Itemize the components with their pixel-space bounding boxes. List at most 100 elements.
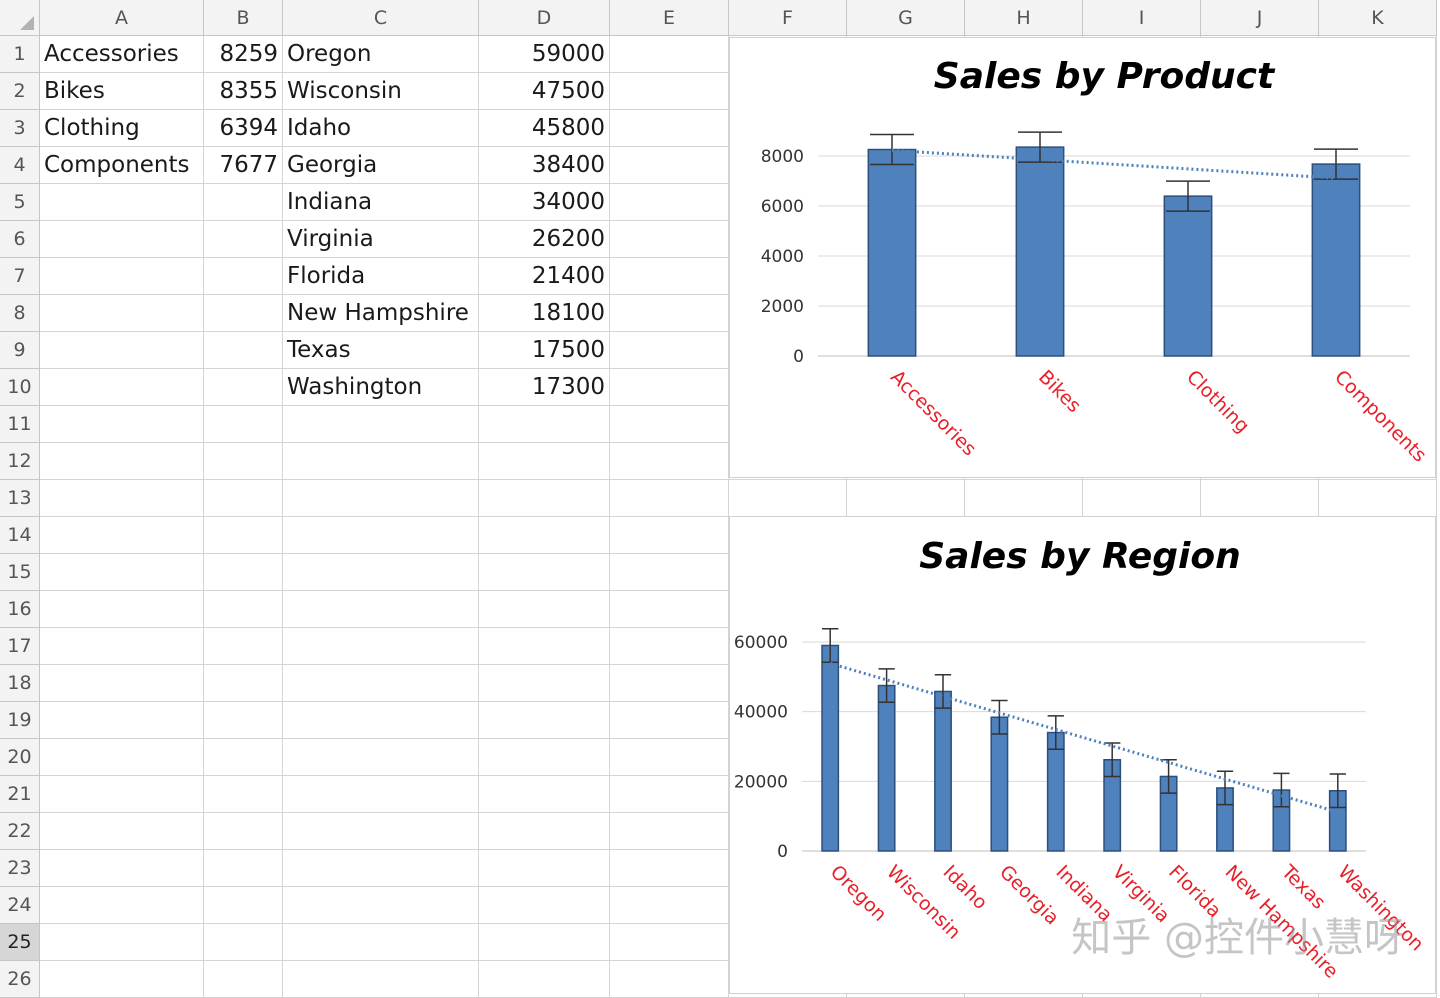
cell[interactable] [610, 258, 729, 295]
cell-a9[interactable] [40, 332, 204, 369]
row-header-17[interactable]: 17 [0, 628, 40, 665]
cell[interactable] [479, 739, 610, 776]
row-header-18[interactable]: 18 [0, 665, 40, 702]
cell[interactable] [610, 36, 729, 73]
cell-c3[interactable]: Idaho [283, 110, 479, 147]
cell[interactable] [40, 850, 204, 887]
cell[interactable] [40, 924, 204, 961]
row-header-26[interactable]: 26 [0, 961, 40, 998]
cell[interactable] [40, 702, 204, 739]
cell[interactable] [283, 480, 479, 517]
cell[interactable] [283, 813, 479, 850]
row-header-20[interactable]: 20 [0, 739, 40, 776]
cell[interactable] [40, 517, 204, 554]
column-header-k[interactable]: K [1319, 0, 1437, 36]
cell[interactable] [40, 406, 204, 443]
cell[interactable] [40, 665, 204, 702]
row-header-10[interactable]: 10 [0, 369, 40, 406]
cell[interactable] [610, 295, 729, 332]
cell[interactable] [204, 665, 283, 702]
column-header-b[interactable]: B [204, 0, 283, 36]
cell[interactable] [610, 813, 729, 850]
cell[interactable] [610, 110, 729, 147]
cell[interactable] [479, 628, 610, 665]
cell[interactable] [40, 628, 204, 665]
cell-a1[interactable]: Accessories [40, 36, 204, 73]
cell[interactable] [479, 443, 610, 480]
cell-b10[interactable] [204, 369, 283, 406]
cell-d10[interactable]: 17300 [479, 369, 610, 406]
column-header-d[interactable]: D [479, 0, 610, 36]
cell[interactable] [283, 739, 479, 776]
cell[interactable] [610, 554, 729, 591]
cell[interactable] [965, 480, 1083, 517]
row-header-25[interactable]: 25 [0, 924, 40, 961]
cell[interactable] [283, 665, 479, 702]
row-header-9[interactable]: 9 [0, 332, 40, 369]
cell[interactable] [610, 443, 729, 480]
cell[interactable] [40, 554, 204, 591]
cell-c9[interactable]: Texas [283, 332, 479, 369]
cell[interactable] [1319, 443, 1437, 480]
cell[interactable] [204, 591, 283, 628]
cell[interactable] [479, 702, 610, 739]
cell[interactable] [479, 480, 610, 517]
cell[interactable] [610, 517, 729, 554]
cell[interactable] [283, 887, 479, 924]
cell-b2[interactable]: 8355 [204, 73, 283, 110]
cell[interactable] [40, 776, 204, 813]
cell[interactable] [479, 554, 610, 591]
cell-c6[interactable]: Virginia [283, 221, 479, 258]
column-header-c[interactable]: C [283, 0, 479, 36]
cell[interactable] [204, 850, 283, 887]
cell-b8[interactable] [204, 295, 283, 332]
row-header-21[interactable]: 21 [0, 776, 40, 813]
cell-a6[interactable] [40, 221, 204, 258]
cell[interactable] [610, 221, 729, 258]
cell-d8[interactable]: 18100 [479, 295, 610, 332]
cell-d7[interactable]: 21400 [479, 258, 610, 295]
row-header-13[interactable]: 13 [0, 480, 40, 517]
row-header-19[interactable]: 19 [0, 702, 40, 739]
cell[interactable] [1083, 480, 1201, 517]
cell[interactable] [610, 406, 729, 443]
row-header-22[interactable]: 22 [0, 813, 40, 850]
cell[interactable] [204, 554, 283, 591]
row-header-12[interactable]: 12 [0, 443, 40, 480]
cell[interactable] [479, 776, 610, 813]
cell-c4[interactable]: Georgia [283, 147, 479, 184]
row-header-1[interactable]: 1 [0, 36, 40, 73]
row-header-24[interactable]: 24 [0, 887, 40, 924]
cell-d2[interactable]: 47500 [479, 73, 610, 110]
cell[interactable] [1319, 480, 1437, 517]
cell[interactable] [479, 887, 610, 924]
cell-d4[interactable]: 38400 [479, 147, 610, 184]
cell-a5[interactable] [40, 184, 204, 221]
column-header-j[interactable]: J [1201, 0, 1319, 36]
cell-c8[interactable]: New Hampshire [283, 295, 479, 332]
cell-a10[interactable] [40, 369, 204, 406]
row-header-2[interactable]: 2 [0, 73, 40, 110]
cell-b5[interactable] [204, 184, 283, 221]
cell[interactable] [283, 554, 479, 591]
cell[interactable] [40, 887, 204, 924]
cell[interactable] [283, 517, 479, 554]
cell[interactable] [479, 924, 610, 961]
cell-a8[interactable] [40, 295, 204, 332]
row-header-3[interactable]: 3 [0, 110, 40, 147]
cell-a4[interactable]: Components [40, 147, 204, 184]
row-header-7[interactable]: 7 [0, 258, 40, 295]
row-header-16[interactable]: 16 [0, 591, 40, 628]
cell[interactable] [204, 813, 283, 850]
cell[interactable] [610, 184, 729, 221]
cell-a7[interactable] [40, 258, 204, 295]
cell-d6[interactable]: 26200 [479, 221, 610, 258]
cell-c10[interactable]: Washington [283, 369, 479, 406]
cell-b4[interactable]: 7677 [204, 147, 283, 184]
cell[interactable] [204, 517, 283, 554]
cell[interactable] [610, 147, 729, 184]
column-header-h[interactable]: H [965, 0, 1083, 36]
cell[interactable] [1201, 480, 1319, 517]
cell[interactable] [610, 591, 729, 628]
cell[interactable] [204, 739, 283, 776]
